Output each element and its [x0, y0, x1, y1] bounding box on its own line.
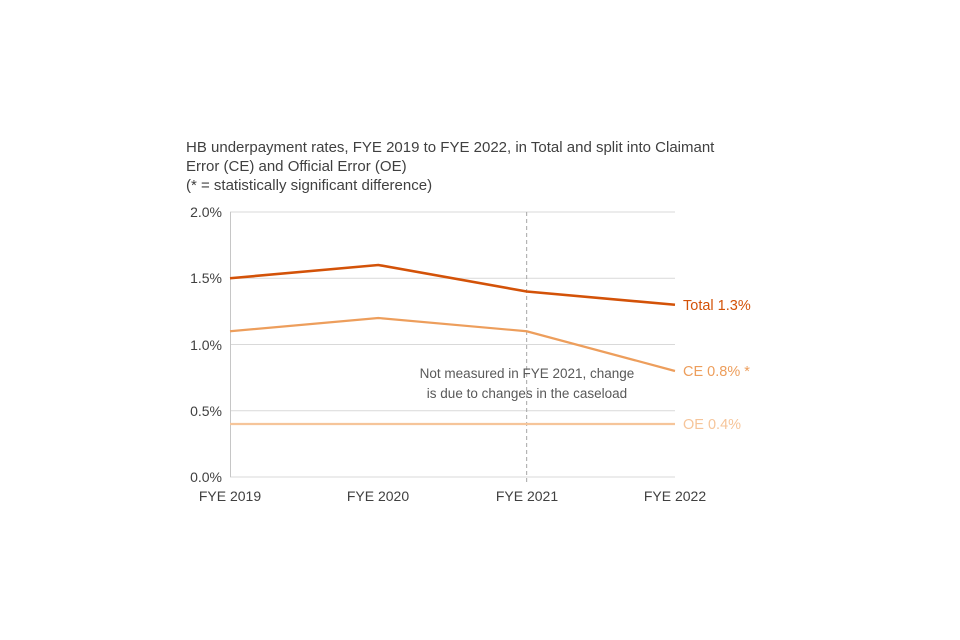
annotation-line-2: is due to changes in the caseload: [426, 386, 628, 401]
y-axis-tick-label: 0.0%: [190, 469, 222, 485]
plot-svg: [229, 211, 676, 484]
y-axis-tick-label: 1.0%: [190, 337, 222, 353]
series-label-ce: CE 0.8% *: [683, 364, 750, 380]
chart-title: HB underpayment rates, FYE 2019 to FYE 2…: [186, 138, 786, 195]
y-axis-tick-label: 0.5%: [190, 403, 222, 419]
series-label-total: Total 1.3%: [683, 298, 751, 314]
x-axis-tick-label: FYE 2022: [643, 488, 707, 504]
chart-title-line-2: Error (CE) and Official Error (OE): [186, 158, 407, 175]
chart-title-line-1: HB underpayment rates, FYE 2019 to FYE 2…: [186, 139, 715, 156]
chart-subtitle: (* = statistically significant differenc…: [186, 177, 433, 194]
annotation: Not measured in FYE 2021, change is due …: [387, 364, 667, 404]
x-axis-tick-label: FYE 2020: [346, 488, 410, 504]
annotation-line-1: Not measured in FYE 2021, change: [419, 366, 635, 381]
series-label-oe: OE 0.4%: [683, 417, 742, 433]
y-axis-tick-label: 2.0%: [190, 204, 222, 220]
x-axis-tick-label: FYE 2019: [198, 488, 262, 504]
y-axis-tick-label: 1.5%: [190, 270, 222, 286]
x-axis-tick-label: FYE 2021: [495, 488, 559, 504]
